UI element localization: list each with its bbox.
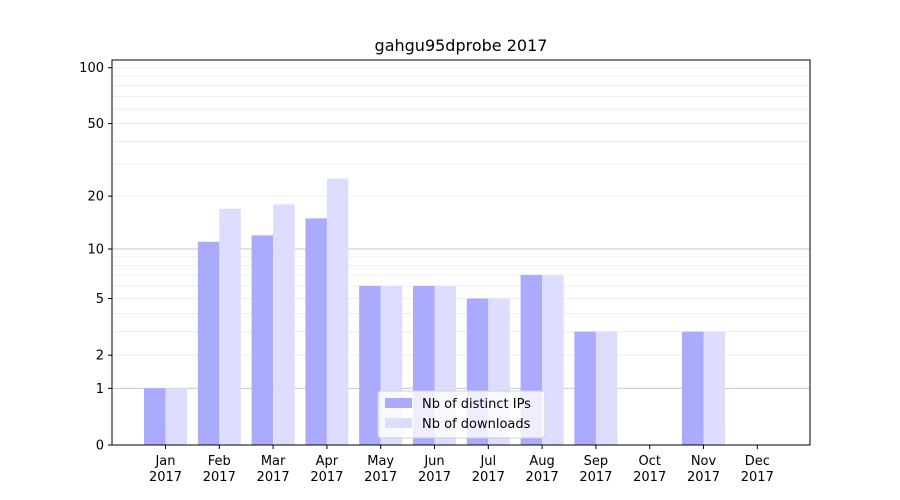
x-tick-label: Jun 2017 (418, 454, 451, 485)
x-tick-label: Oct 2017 (633, 454, 666, 485)
legend-swatch (385, 398, 412, 408)
x-tick-label: Jan 2017 (149, 454, 182, 485)
legend-box (377, 390, 546, 439)
plot-frame (111, 59, 811, 446)
bar-downloads (703, 331, 725, 445)
y-tick-label: 50 (87, 117, 104, 132)
y-tick-label: 5 (96, 292, 104, 307)
chart-title: gahgu95dprobe 2017 (375, 36, 548, 55)
bar-downloads (542, 275, 564, 445)
y-tick-label: 2 (96, 349, 104, 364)
bar-downloads (165, 388, 187, 445)
y-tick-label: 20 (87, 190, 104, 205)
x-tick-label: Nov 2017 (687, 454, 720, 485)
bar-distinct-ips (144, 388, 166, 445)
x-tick-label: Sep 2017 (579, 454, 612, 485)
y-tick-label: 10 (87, 242, 104, 257)
x-tick-label: Mar 2017 (257, 454, 290, 485)
bar-downloads (595, 331, 618, 445)
y-tick-label: 1 (96, 382, 104, 397)
y-tick-label: 100 (79, 61, 104, 76)
x-tick-label: Dec 2017 (741, 454, 774, 485)
x-tick-label: Feb 2017 (203, 454, 236, 485)
bar-distinct-ips (305, 218, 327, 445)
bar-downloads (326, 178, 349, 445)
bar-distinct-ips (197, 241, 220, 445)
legend-label: Nb of distinct IPs (422, 397, 531, 412)
x-axis: Jan 2017 Feb 2017 Mar 2017 Apr 2017 May 2017 Jun 20… (149, 445, 774, 485)
bar-distinct-ips (251, 235, 274, 445)
x-tick-label: Jul 2017 (472, 454, 505, 485)
legend-label: Nb of downloads (422, 417, 531, 432)
x-tick-label: Apr 2017 (310, 454, 343, 485)
bar-distinct-ips (359, 285, 381, 445)
bar-downloads (273, 204, 295, 445)
bar-downloads (219, 208, 241, 445)
x-tick-label: May 2017 (364, 454, 397, 485)
y-tick-label: 0 (96, 439, 104, 454)
bar-distinct-ips (682, 331, 704, 445)
legend-swatch (385, 418, 412, 428)
y-axis: 0 1 2 5 10 20 50 100 (79, 61, 112, 454)
bar-distinct-ips (574, 331, 596, 445)
legend: Nb of distinct IPs Nb of downloads (377, 390, 546, 439)
x-tick-label: Aug 2017 (526, 454, 559, 485)
